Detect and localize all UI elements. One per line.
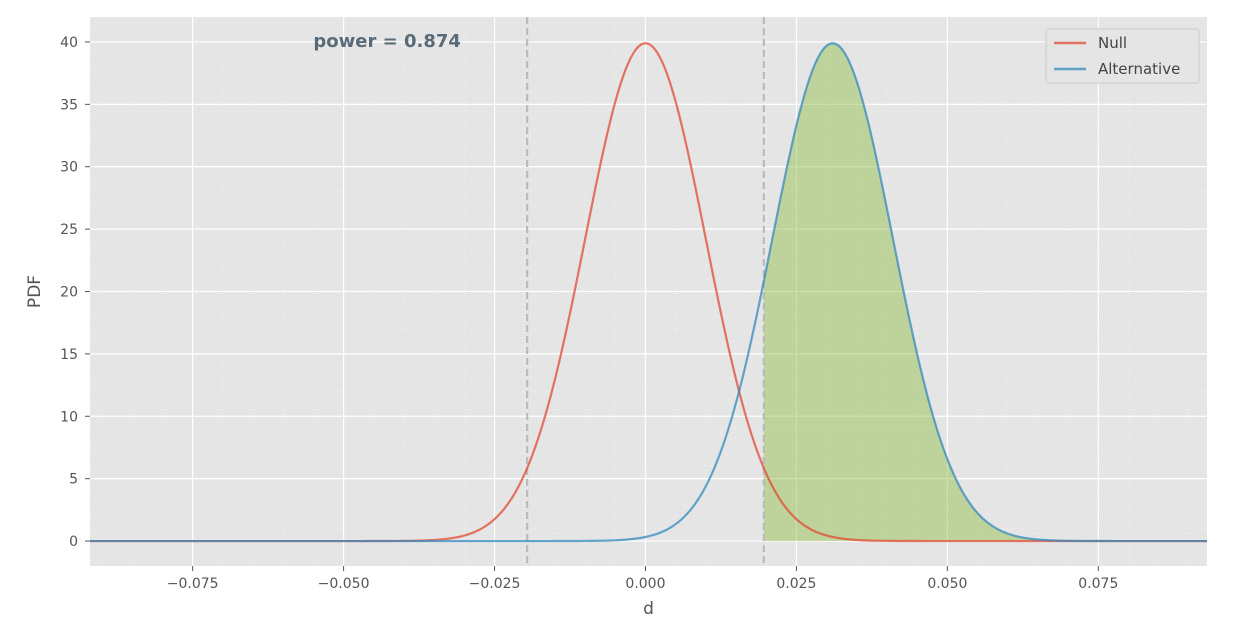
series-line-alternative bbox=[90, 42, 1207, 543]
power-shaded-region bbox=[763, 43, 1207, 542]
x-tick-label: 0.075 bbox=[1078, 576, 1118, 592]
x-tick-label: 0.025 bbox=[776, 576, 816, 592]
y-tick-label: 0 bbox=[69, 534, 78, 550]
legend: Null Alternative bbox=[1045, 28, 1200, 84]
x-tick-label: −0.050 bbox=[318, 576, 370, 592]
y-tick-label: 15 bbox=[60, 347, 78, 363]
y-tick-label: 20 bbox=[60, 285, 78, 301]
x-tick-labels: −0.075 −0.050 −0.025 0.000 0.025 0.050 0.075 bbox=[167, 566, 1118, 592]
series-lines bbox=[90, 42, 1207, 543]
y-tick-label: 30 bbox=[60, 160, 78, 176]
power-annotation: power = 0.874 bbox=[313, 31, 461, 52]
legend-label-alternative: Alternative bbox=[1098, 60, 1180, 78]
x-tick-label: −0.075 bbox=[167, 576, 219, 592]
legend-label-null: Null bbox=[1098, 34, 1127, 52]
y-axis-label: PDF bbox=[25, 275, 45, 308]
x-tick-label: 0.000 bbox=[625, 576, 665, 592]
y-tick-label: 10 bbox=[60, 409, 78, 425]
y-tick-label: 5 bbox=[69, 472, 78, 488]
x-tick-label: 0.050 bbox=[927, 576, 967, 592]
y-tick-label: 40 bbox=[60, 35, 78, 51]
y-tick-label: 35 bbox=[60, 97, 78, 113]
x-tick-label: −0.025 bbox=[469, 576, 521, 592]
y-tick-labels: 0 5 10 15 20 25 30 35 40 bbox=[60, 35, 90, 550]
y-tick-label: 25 bbox=[60, 222, 78, 238]
shaded-area-alternative bbox=[763, 43, 1207, 542]
critical-value-lines bbox=[526, 17, 765, 566]
x-axis-label: d bbox=[643, 599, 654, 619]
